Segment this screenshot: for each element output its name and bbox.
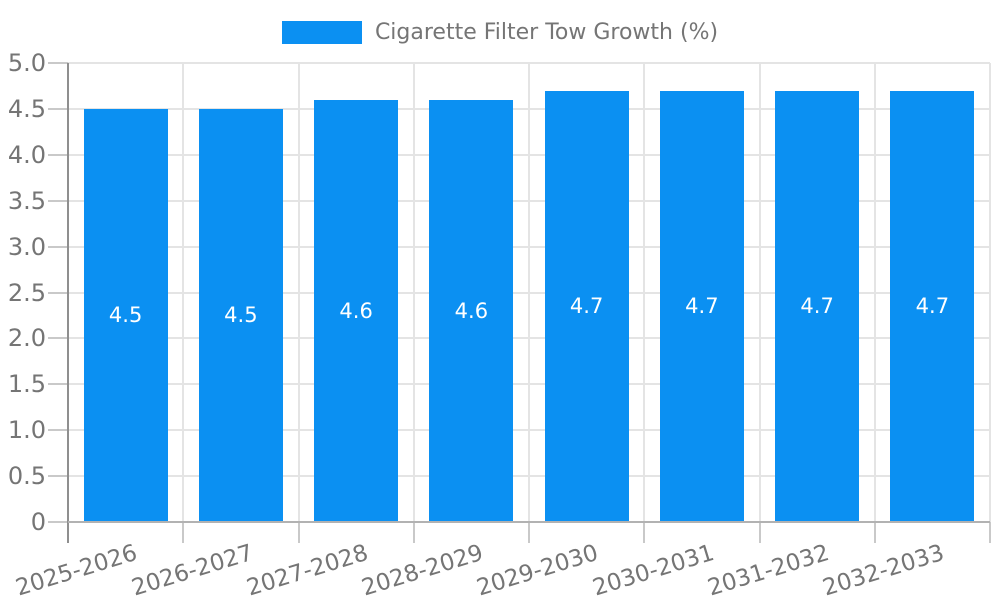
bar [198, 108, 283, 522]
x-tick-label: 2028-2029 [358, 539, 487, 602]
y-tick-label: 3.0 [7, 232, 46, 261]
legend: Cigarette Filter Tow Growth (%) [0, 21, 1000, 44]
y-tick-mark [48, 475, 68, 478]
v-gridline [528, 63, 530, 522]
y-tick-mark [48, 429, 68, 432]
bar [314, 99, 399, 522]
y-tick-label: 2.0 [7, 324, 46, 353]
y-tick-mark [48, 107, 68, 110]
x-axis-line [68, 521, 990, 523]
bar [544, 90, 629, 522]
x-tick-mark [528, 522, 530, 543]
v-gridline [643, 63, 646, 522]
bar-value-label: 4.7 [569, 294, 604, 319]
bar [429, 99, 514, 522]
bar-value-label: 4.5 [224, 303, 258, 328]
x-tick-label: 2030-2031 [589, 539, 717, 602]
v-gridline [182, 63, 185, 522]
y-tick-label: 1.0 [7, 416, 46, 445]
y-tick-mark [48, 291, 68, 294]
y-tick-mark [48, 199, 68, 202]
bar-value-label: 4.7 [915, 294, 950, 319]
y-tick-label: 1.5 [7, 370, 46, 399]
y-tick-mark [48, 383, 68, 386]
v-gridline [758, 63, 761, 522]
y-tick-label: 0.5 [7, 462, 46, 491]
y-axis-line [67, 63, 69, 543]
y-tick-mark [48, 245, 68, 248]
y-tick-mark [48, 153, 68, 156]
legend-swatch-icon [281, 21, 362, 44]
y-tick-mark [48, 337, 68, 340]
x-tick-mark [297, 522, 300, 543]
y-tick-mark [48, 521, 68, 523]
bar [659, 90, 744, 522]
v-gridline [297, 63, 300, 522]
x-tick-label: 2025-2026 [13, 539, 141, 602]
y-tick-mark [48, 62, 68, 64]
bar-value-label: 4.7 [685, 294, 719, 319]
bar [775, 90, 860, 522]
v-gridline [412, 63, 415, 522]
y-tick-label: 4.0 [7, 140, 46, 169]
bar-value-label: 4.5 [108, 303, 143, 328]
bar [83, 108, 168, 522]
x-tick-label: 2031-2032 [704, 539, 833, 602]
y-tick-label: 5.0 [7, 49, 46, 77]
bar [890, 90, 975, 522]
bar-value-label: 4.7 [800, 294, 834, 319]
y-tick-label: 4.5 [7, 94, 46, 123]
x-tick-label: 2027-2028 [243, 539, 372, 602]
x-tick-mark [989, 522, 991, 543]
legend-label: Cigarette Filter Tow Growth (%) [374, 20, 719, 45]
x-tick-label: 2026-2027 [128, 539, 256, 602]
x-tick-label: 2029-2030 [474, 539, 602, 602]
x-tick-mark [182, 522, 185, 543]
x-tick-mark [643, 522, 646, 543]
x-tick-mark [412, 522, 415, 543]
x-tick-label: 2032-2033 [819, 539, 948, 602]
x-tick-mark [873, 522, 876, 543]
y-tick-label: 0 [30, 508, 46, 536]
v-gridline [873, 63, 876, 522]
bar-value-label: 4.6 [339, 298, 373, 323]
y-tick-label: 2.5 [7, 278, 46, 307]
bar-value-label: 4.6 [454, 298, 489, 323]
x-tick-mark [758, 522, 761, 543]
v-gridline [989, 63, 991, 522]
y-tick-label: 3.5 [7, 186, 46, 215]
